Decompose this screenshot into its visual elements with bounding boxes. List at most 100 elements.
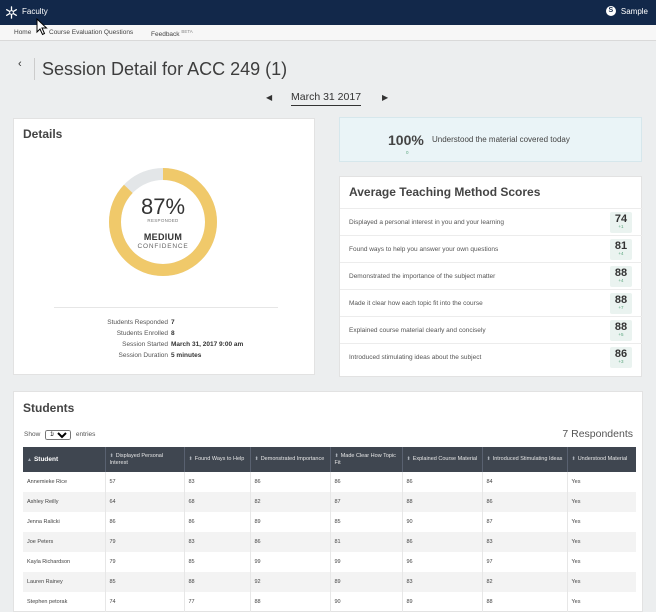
score-cell: 86 (183, 512, 250, 532)
column-header[interactable]: ⬍ Displayed Personal Interest (104, 447, 184, 472)
score-cell: 92 (249, 572, 330, 592)
stat-label: Students Enrolled (116, 330, 168, 337)
user-avatar-icon[interactable]: S (605, 6, 616, 16)
details-divider (54, 307, 278, 308)
previous-date-icon[interactable]: ◀ (266, 93, 273, 102)
column-label: Introduced Stimulating Ideas (492, 456, 563, 463)
student-name-cell: Ashley Reilly (23, 492, 105, 512)
sort-icon[interactable]: ⬍ (571, 456, 576, 463)
score-cell: 86 (104, 512, 184, 532)
score-cell: Yes (566, 572, 636, 592)
score-label: Found ways to help you answer your own q… (349, 246, 499, 253)
score-cell: 82 (249, 492, 330, 512)
next-date-icon[interactable]: ▶ (382, 93, 389, 102)
entries-label: entries (75, 431, 96, 438)
snowflake-logo-icon[interactable] (5, 6, 18, 19)
score-value: 88 (614, 294, 628, 306)
score-label: Demonstrated the importance of the subje… (349, 273, 496, 280)
details-card: Details 87% RESPONDED MEDIUM CONFIDENCE … (13, 118, 315, 375)
scores-title: Average Teaching Method Scores (349, 185, 541, 199)
score-row: Demonstrated the importance of the subje… (340, 262, 643, 289)
sort-icon[interactable]: ⬍ (188, 456, 193, 463)
sort-icon[interactable]: ⬍ (254, 456, 259, 463)
column-header[interactable]: ⬍ Introduced Stimulating Ideas (481, 447, 567, 472)
student-name-cell: Stephen petorak (27, 599, 68, 605)
score-cell: 88 (249, 592, 330, 612)
stat-session-started: Session Started March 31, 2017 9:00 am (14, 341, 316, 351)
user-menu[interactable]: S Sample (605, 6, 648, 16)
sort-icon[interactable]: ⬍ (486, 456, 491, 463)
score-cell: Yes (566, 552, 636, 572)
column-header[interactable]: ⬍ Demonstrated Importance (249, 447, 330, 472)
show-entries: Show 10 entries (24, 430, 95, 440)
score-delta: +1 (618, 224, 624, 229)
score-cell: 89 (249, 512, 330, 532)
score-cell: 88 (401, 492, 482, 512)
student-name-cell: Kayla Richardson (27, 559, 71, 565)
donut-svg (109, 168, 217, 276)
stat-value: 7 (171, 319, 175, 326)
score-delta: +7 (618, 305, 624, 310)
score-cell: 85 (104, 572, 184, 592)
score-cell: 86 (401, 472, 482, 492)
stat-session-duration: Session Duration 5 minutes (14, 352, 316, 362)
app-title[interactable]: Faculty (22, 7, 48, 16)
score-delta: +3 (618, 359, 624, 364)
score-cell: 83 (183, 472, 250, 492)
sort-icon[interactable]: ⬍ (406, 456, 411, 463)
student-name-cell: Lauren Rainey (23, 572, 105, 592)
score-cell: Yes (566, 492, 636, 512)
sort-icon[interactable]: ⬍ (334, 452, 339, 459)
column-header[interactable]: ⬍ Made Clear How Topic Fit (329, 447, 402, 472)
score-label: Explained course material clearly and co… (349, 327, 486, 334)
score-cell: 86 (249, 532, 330, 552)
score-badge: 81 +4 (610, 239, 632, 260)
score-delta: +4 (618, 278, 624, 283)
students-card: Students Show 10 entries 7 Respondents ▲… (13, 391, 643, 612)
score-cell: Yes (566, 592, 636, 612)
score-cell: 88 (481, 592, 567, 612)
nav-feedback[interactable]: Feedback BETA (151, 29, 193, 38)
column-header[interactable]: ⬍ Found Ways to Help (183, 447, 250, 472)
column-header[interactable]: ▲ Student (23, 447, 105, 472)
nav-home[interactable]: Home (14, 29, 32, 36)
score-badge: 88 +7 (610, 293, 632, 314)
column-header[interactable]: ⬍ Explained Course Material (401, 447, 482, 472)
donut-fill-arc (109, 168, 217, 276)
understood-text: Understood the material covered today (432, 135, 570, 144)
column-label: Displayed Personal Interest (109, 452, 164, 466)
score-cell: 85 (183, 552, 250, 572)
column-label: Demonstrated Importance (260, 456, 325, 463)
score-cell: 88 (183, 572, 250, 592)
score-cell: 83 (401, 572, 482, 592)
score-value: 81 (614, 240, 628, 252)
score-badge: 86 +3 (610, 347, 632, 368)
mouse-cursor-icon (36, 18, 48, 36)
back-chevron-icon[interactable]: ‹ (18, 58, 22, 70)
score-cell: 89 (329, 572, 402, 592)
stat-value: 5 minutes (171, 352, 202, 359)
score-cell: 97 (481, 552, 567, 572)
score-cell: 99 (249, 552, 330, 572)
table-row: Ashley Reilly 64 68 82 87 88 86 Yes (23, 492, 636, 512)
column-header[interactable]: ⬍ Understood Material (566, 447, 636, 472)
sort-icon[interactable]: ⬍ (109, 452, 114, 459)
table-row: Kayla Richardson 79 85 99 99 96 97 Yes (23, 552, 636, 572)
respondents-count: 7 Respondents (562, 428, 633, 440)
score-badge: 88 +5 (610, 320, 632, 341)
session-date[interactable]: March 31 2017 (291, 91, 362, 106)
score-cell: Yes (566, 472, 636, 492)
score-value: 88 (614, 267, 628, 279)
score-cell: 90 (401, 512, 482, 532)
students-table-body: Annemieke Rice 57 83 86 86 86 84 Yes Ashley Reil… (23, 472, 636, 612)
score-cell: 82 (481, 572, 567, 592)
score-row: Introduced stimulating ideas about the s… (340, 343, 643, 370)
sort-icon[interactable]: ▲ (27, 456, 32, 463)
score-row: Found ways to help you answer your own q… (340, 235, 643, 262)
nav-course-evaluation-questions[interactable]: Course Evaluation Questions (49, 29, 134, 36)
entries-select[interactable]: 10 (45, 430, 72, 440)
understood-delta: 0 (406, 150, 409, 155)
average-scores-card: Average Teaching Method Scores Displayed… (339, 176, 643, 377)
user-name[interactable]: Sample (620, 6, 648, 16)
date-navigator: ◀ March 31 2017 ▶ (0, 90, 656, 106)
